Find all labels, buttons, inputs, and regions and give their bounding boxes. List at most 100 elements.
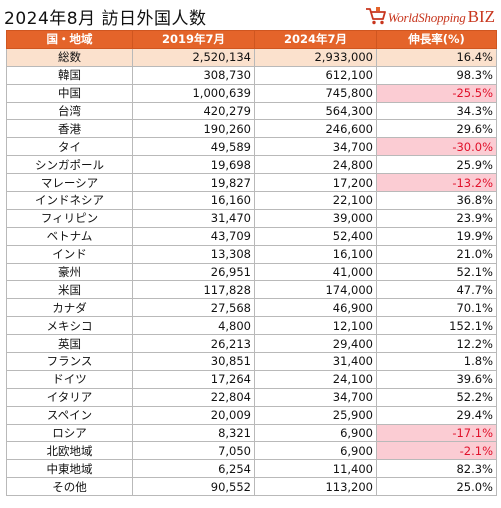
growth-cell: 82.3% <box>376 459 497 479</box>
growth-cell: 29.4% <box>376 405 497 425</box>
value-2019-cell: 1,000,639 <box>132 83 255 103</box>
visitor-table: 国・地域 2019年7月 2024年7月 伸長率(%) 総数 2,520,134 2… <box>6 30 497 497</box>
header-2019: 2019年7月 <box>132 30 255 49</box>
value-2019-cell: 31,470 <box>132 208 255 228</box>
value-2019-cell: 49,589 <box>132 137 255 157</box>
value-2019-cell: 6,254 <box>132 459 255 479</box>
value-2019-cell: 190,260 <box>132 119 255 139</box>
table-row: インド 13,308 16,100 21.0% <box>6 244 497 264</box>
value-2019-cell: 20,009 <box>132 405 255 425</box>
value-2024-cell: 24,800 <box>254 155 377 175</box>
value-2019-cell: 7,050 <box>132 441 255 461</box>
value-2019-cell: 2,520,134 <box>132 47 255 67</box>
shopping-cart-icon <box>365 7 386 25</box>
growth-cell: 16.4% <box>376 47 497 67</box>
logo-text: WorldShopping <box>387 10 466 25</box>
table-row: フランス 30,851 31,400 1.8% <box>6 352 497 371</box>
value-2024-cell: 39,000 <box>254 208 377 228</box>
header-growth: 伸長率(%) <box>376 30 497 49</box>
growth-cell: -25.5% <box>376 83 497 103</box>
region-cell: 北欧地域 <box>6 441 133 461</box>
value-2024-cell: 24,100 <box>254 369 377 389</box>
value-2024-cell: 2,933,000 <box>254 47 377 67</box>
region-cell: 豪州 <box>6 262 133 282</box>
value-2019-cell: 8,321 <box>132 423 255 443</box>
page-title: 2024年8月 訪日外国人数 <box>4 9 207 29</box>
value-2024-cell: 6,900 <box>254 441 377 461</box>
value-2024-cell: 745,800 <box>254 83 377 103</box>
value-2024-cell: 16,100 <box>254 244 377 264</box>
value-2024-cell: 46,900 <box>254 298 377 318</box>
value-2024-cell: 246,600 <box>254 119 377 139</box>
region-cell: その他 <box>6 477 133 497</box>
value-2024-cell: 174,000 <box>254 280 377 300</box>
value-2024-cell: 12,100 <box>254 316 377 336</box>
growth-cell: 98.3% <box>376 65 497 85</box>
region-cell: インド <box>6 244 133 264</box>
region-cell: マレーシア <box>6 173 133 193</box>
growth-cell: 25.0% <box>376 477 497 497</box>
table-row: インドネシア 16,160 22,100 36.8% <box>6 191 497 210</box>
growth-cell: 1.8% <box>376 352 497 371</box>
value-2024-cell: 17,200 <box>254 173 377 193</box>
table-row: ベトナム 43,709 52,400 19.9% <box>6 226 497 246</box>
region-cell: 香港 <box>6 119 133 139</box>
header-2024: 2024年7月 <box>254 30 377 49</box>
growth-cell: 70.1% <box>376 298 497 318</box>
table-row: メキシコ 4,800 12,100 152.1% <box>6 316 497 336</box>
value-2024-cell: 6,900 <box>254 423 377 443</box>
value-2019-cell: 30,851 <box>132 352 255 371</box>
value-2019-cell: 19,827 <box>132 173 255 193</box>
value-2024-cell: 34,700 <box>254 137 377 157</box>
growth-cell: -30.0% <box>376 137 497 157</box>
region-cell: フィリピン <box>6 208 133 228</box>
value-2019-cell: 117,828 <box>132 280 255 300</box>
growth-cell: 52.2% <box>376 387 497 407</box>
value-2019-cell: 27,568 <box>132 298 255 318</box>
value-2019-cell: 16,160 <box>132 191 255 210</box>
table-row: 韓国 308,730 612,100 98.3% <box>6 65 497 85</box>
table-row: 北欧地域 7,050 6,900 -2.1% <box>6 441 497 461</box>
value-2019-cell: 420,279 <box>132 101 255 121</box>
region-cell: シンガポール <box>6 155 133 175</box>
region-cell: ドイツ <box>6 369 133 389</box>
table-row: カナダ 27,568 46,900 70.1% <box>6 298 497 318</box>
region-cell: ロシア <box>6 423 133 443</box>
region-cell: イタリア <box>6 387 133 407</box>
growth-cell: 52.1% <box>376 262 497 282</box>
growth-cell: 34.3% <box>376 101 497 121</box>
table-row-total: 総数 2,520,134 2,933,000 16.4% <box>6 47 497 67</box>
value-2024-cell: 29,400 <box>254 334 377 354</box>
value-2019-cell: 19,698 <box>132 155 255 175</box>
table-row: タイ 49,589 34,700 -30.0% <box>6 137 497 157</box>
table-row: ドイツ 17,264 24,100 39.6% <box>6 369 497 389</box>
growth-cell: 36.8% <box>376 191 497 210</box>
table-row: フィリピン 31,470 39,000 23.9% <box>6 208 497 228</box>
table-row: その他 90,552 113,200 25.0% <box>6 477 497 497</box>
value-2019-cell: 26,951 <box>132 262 255 282</box>
table-header-row: 国・地域 2019年7月 2024年7月 伸長率(%) <box>6 30 497 49</box>
growth-cell: 29.6% <box>376 119 497 139</box>
growth-cell: 23.9% <box>376 208 497 228</box>
value-2019-cell: 13,308 <box>132 244 255 264</box>
region-cell: タイ <box>6 137 133 157</box>
value-2019-cell: 17,264 <box>132 369 255 389</box>
region-cell: 米国 <box>6 280 133 300</box>
table-row: スペイン 20,009 25,900 29.4% <box>6 405 497 425</box>
region-cell: スペイン <box>6 405 133 425</box>
value-2024-cell: 113,200 <box>254 477 377 497</box>
table-row: イタリア 22,804 34,700 52.2% <box>6 387 497 407</box>
value-2019-cell: 26,213 <box>132 334 255 354</box>
growth-cell: -2.1% <box>376 441 497 461</box>
growth-cell: 47.7% <box>376 280 497 300</box>
region-cell: 台湾 <box>6 101 133 121</box>
table-row: 英国 26,213 29,400 12.2% <box>6 334 497 354</box>
growth-cell: 21.0% <box>376 244 497 264</box>
table-row: 中国 1,000,639 745,800 -25.5% <box>6 83 497 103</box>
table-row: 豪州 26,951 41,000 52.1% <box>6 262 497 282</box>
table-row: マレーシア 19,827 17,200 -13.2% <box>6 173 497 193</box>
growth-cell: 39.6% <box>376 369 497 389</box>
table-row: 米国 117,828 174,000 47.7% <box>6 280 497 300</box>
region-cell: 韓国 <box>6 65 133 85</box>
growth-cell: 152.1% <box>376 316 497 336</box>
